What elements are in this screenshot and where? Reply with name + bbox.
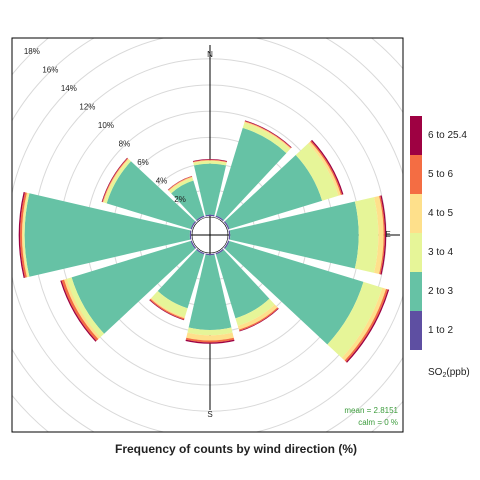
wedge-segment [23,193,30,277]
legend-swatch [410,311,422,350]
wedge-segment [196,248,205,255]
legend-swatch [410,155,422,194]
wedges [18,120,390,363]
ring-label: 6% [137,158,149,167]
wedge-segment [193,160,227,163]
wedge-segment [238,307,279,331]
wedge-segment [24,193,191,277]
legend-label: 3 to 4 [428,247,453,258]
wedge-segment [64,278,101,340]
chart-title: Frequency of counts by wind direction (%… [115,442,357,456]
wedge-segment [193,160,227,166]
wedge-segment [171,180,205,221]
wedge-segment [151,291,188,318]
wedge-segment [188,254,232,330]
wedge-segment [189,230,192,240]
wedge-segment [379,195,385,275]
wedge-segment [106,161,196,230]
legend-title-sub: 2 [442,372,446,379]
wedge-segment [104,159,131,204]
plot-border [11,37,404,433]
wedge-segment [215,127,287,221]
wedge-segment [18,191,25,279]
legend-title-unit: (ppb) [446,367,469,378]
wedge-segment [66,277,105,338]
wedge-segment [22,192,29,278]
ring-label: 10% [98,121,114,130]
wedge-segment [295,143,339,201]
wedge-segment [187,327,233,336]
legend-label: 5 to 6 [428,169,453,180]
wedge-segment [149,298,185,320]
wedge-segment [186,332,234,341]
wedge-segment [374,195,384,275]
legend-label: 4 to 5 [428,208,453,219]
ring-label: 8% [119,140,131,149]
wedge-segment [224,240,364,345]
legend-swatch [410,272,422,311]
legend-swatch [410,116,422,155]
ring-label: 2% [174,195,186,204]
wedge-segment [308,141,341,196]
wedge-segment [185,337,235,343]
wedge-segment [71,240,196,334]
wedge-segment [193,159,227,163]
legend-label: 1 to 2 [428,325,453,336]
wedge-segment [157,249,205,309]
wedge-segment [192,159,228,162]
wedge-segment [224,155,323,230]
wedge-segment [185,339,235,344]
wedge-segment [237,304,278,330]
wedge-segment [168,176,193,192]
labels: 2% 4% 6% 8% 10%12% 14% 16%18% N E S [24,47,391,419]
wedge-segment [196,215,205,222]
direction-label: N [207,50,213,59]
wedge-segment [150,297,185,319]
wedge-segment [235,298,275,326]
ring-label: 18% [24,47,40,56]
wedge-segment [242,122,290,154]
direction-label: S [207,410,212,419]
ring-label: 16% [42,65,58,74]
wedge-segment [215,248,224,255]
wedge-segment [193,163,227,216]
wedge-segment [223,240,230,249]
wedge-segment [102,158,130,203]
calm-annotation: calm = 0 % [358,418,398,427]
wedge-segment [327,281,383,358]
ring-label: 14% [61,84,77,93]
legend-title: SO2(ppb) [428,367,470,379]
wedge-segment [205,253,215,256]
wedge-segment [223,221,230,230]
wedge-segment [244,121,291,150]
wedge-segment [205,214,215,217]
legend-title-main: SO [428,367,443,378]
wedge-segment [169,177,194,194]
wedge-segment [354,197,379,273]
ring-label: 12% [79,103,95,112]
ring-label: 4% [156,177,168,186]
wedge-segment [228,230,231,240]
legend-label: 2 to 3 [428,286,453,297]
wedge-segment [215,215,224,222]
legend-label: 6 to 25.4 [428,130,467,141]
wedge-segment [380,195,387,275]
wedge-segment [215,249,270,319]
legend-swatch [410,194,422,233]
wedge-segment [190,221,197,230]
mean-annotation: mean = 2.8151 [344,406,398,415]
wedge-segment [341,287,387,361]
legend-swatch [410,233,422,272]
wedge-segment [229,201,359,269]
wedge-segment [190,240,197,249]
direction-label: E [385,230,390,239]
wedge-segment [20,192,27,278]
wedge-segment [61,279,99,341]
